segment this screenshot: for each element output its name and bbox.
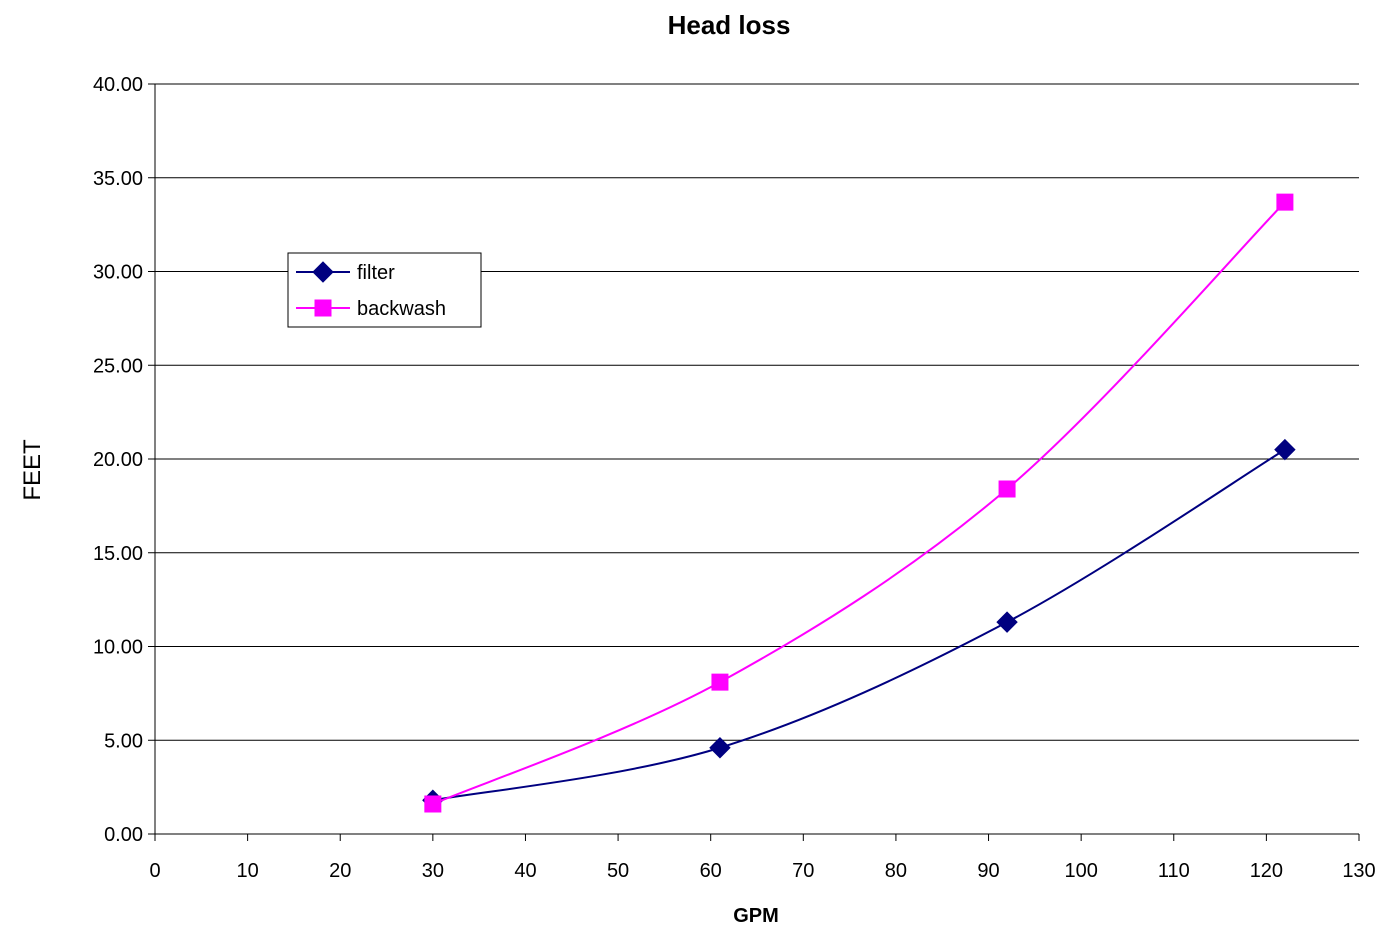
data-point-filter xyxy=(1274,438,1296,461)
y-tick-label: 10.00 xyxy=(93,637,143,659)
y-tick-label: 0.00 xyxy=(104,824,143,846)
data-point-backwash xyxy=(711,673,729,691)
x-tick-label: 80 xyxy=(885,860,907,882)
y-tick-label: 5.00 xyxy=(104,730,143,752)
data-point-filter xyxy=(996,611,1018,633)
x-tick-label: 70 xyxy=(792,860,814,882)
axes xyxy=(148,83,1360,841)
x-tick-label: 100 xyxy=(1064,860,1097,882)
series-line-filter xyxy=(432,448,1286,802)
x-tick-label: 120 xyxy=(1250,860,1283,882)
y-tick-label: 15.00 xyxy=(93,543,143,565)
x-tick-labels: 0 10 20 30 40 50 60 70 80 90 100 110 120 130 xyxy=(149,860,1375,882)
x-tick-label: 10 xyxy=(236,860,258,882)
legend-label-filter: filter xyxy=(357,262,395,284)
data-point-filter xyxy=(709,737,731,759)
x-tick-label: 130 xyxy=(1342,860,1375,882)
chart-title: Head loss xyxy=(668,10,791,40)
legend-label-backwash: backwash xyxy=(357,298,446,320)
legend-marker-filter xyxy=(312,261,334,283)
legend: filter backwash xyxy=(287,252,482,328)
x-axis-label: GPM xyxy=(733,905,779,927)
x-tick-label: 90 xyxy=(977,860,999,882)
y-tick-label: 25.00 xyxy=(93,355,143,377)
x-tick-label: 50 xyxy=(607,860,629,882)
y-tick-label: 35.00 xyxy=(93,168,143,190)
y-tick-labels: 0.00 5.00 10.00 15.00 20.00 25.00 30.00 35.00 40… xyxy=(93,74,143,846)
x-tick-label: 40 xyxy=(514,860,536,882)
x-tick-label: 30 xyxy=(422,860,444,882)
data-series xyxy=(422,193,1296,813)
data-point-backwash xyxy=(998,480,1016,498)
series-line-backwash xyxy=(432,201,1286,805)
data-point-backwash xyxy=(424,795,442,813)
x-tick-label: 20 xyxy=(329,860,351,882)
y-axis-label: FEET xyxy=(19,439,46,501)
y-tick-label: 40.00 xyxy=(93,74,143,96)
x-tick-label: 110 xyxy=(1158,860,1190,882)
y-tick-label: 30.00 xyxy=(93,262,143,284)
data-point-backwash xyxy=(1276,193,1294,211)
y-tick-label: 20.00 xyxy=(93,449,143,471)
x-tick-label: 0 xyxy=(149,860,160,882)
x-tick-label: 60 xyxy=(700,860,722,882)
legend-marker-backwash xyxy=(314,299,332,317)
gridlines xyxy=(155,83,1359,741)
